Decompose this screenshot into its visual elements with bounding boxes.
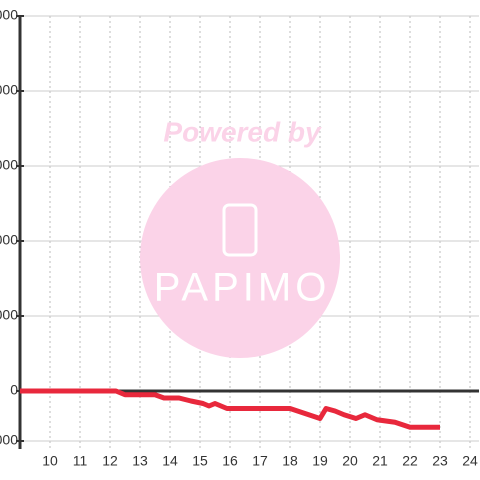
x-tick-label: 18 <box>282 453 298 469</box>
x-tick-label: 15 <box>192 453 208 469</box>
x-tick-label: 19 <box>312 453 328 469</box>
x-tick-label: 21 <box>372 453 388 469</box>
y-tick-label: 90,000 <box>0 157 18 173</box>
x-tick-label: 20 <box>342 453 358 469</box>
y-tick-label: 150,000 <box>0 7 18 23</box>
watermark-icon <box>222 203 258 257</box>
x-tick-label: 10 <box>42 453 58 469</box>
x-tick-label: 13 <box>132 453 148 469</box>
y-tick-label: 0 <box>10 382 18 398</box>
watermark-text: PAPIMO <box>154 266 331 310</box>
x-tick-label: 11 <box>73 453 88 469</box>
y-tick-label: 30,000 <box>0 307 18 323</box>
y-tick-label: 120,000 <box>0 82 18 98</box>
x-tick-label: 23 <box>432 453 448 469</box>
y-tick-label: -20,000 <box>0 432 18 448</box>
x-tick-label: 14 <box>162 453 178 469</box>
x-tick-label: 24 <box>462 453 478 469</box>
line <box>20 388 440 430</box>
watermark-text: Powered by <box>163 116 322 147</box>
x-tick-label: 12 <box>102 453 118 469</box>
x-tick-label: 22 <box>402 453 418 469</box>
watermark-circle <box>140 158 340 358</box>
y-tick-label: 60,000 <box>0 232 18 248</box>
x-tick-label: 16 <box>222 453 238 469</box>
x-tick-label: 17 <box>252 453 268 469</box>
